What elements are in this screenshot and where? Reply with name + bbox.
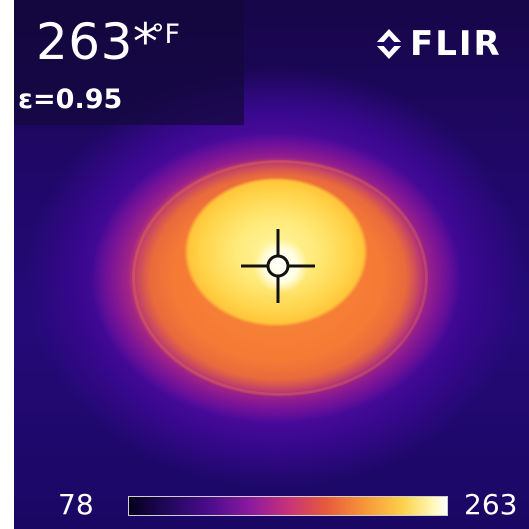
flir-logo: FLIR	[372, 24, 502, 64]
flir-logo-text: FLIR	[410, 24, 502, 64]
flir-diamond-icon	[372, 27, 406, 61]
temperature-unit: °F	[151, 20, 180, 50]
measurement-panel: 263* °F ε=0.95	[14, 0, 244, 125]
emissivity-readout: ε=0.95	[18, 83, 122, 117]
scale-max-label: 263	[464, 488, 517, 522]
temperature-readout: 263*	[36, 12, 158, 72]
crosshair-icon	[241, 229, 315, 303]
thermal-image-viewport: 263* °F ε=0.95 FLIR 78 263	[14, 0, 529, 529]
color-scale-bar	[128, 496, 448, 516]
scale-min-label: 78	[58, 488, 94, 522]
